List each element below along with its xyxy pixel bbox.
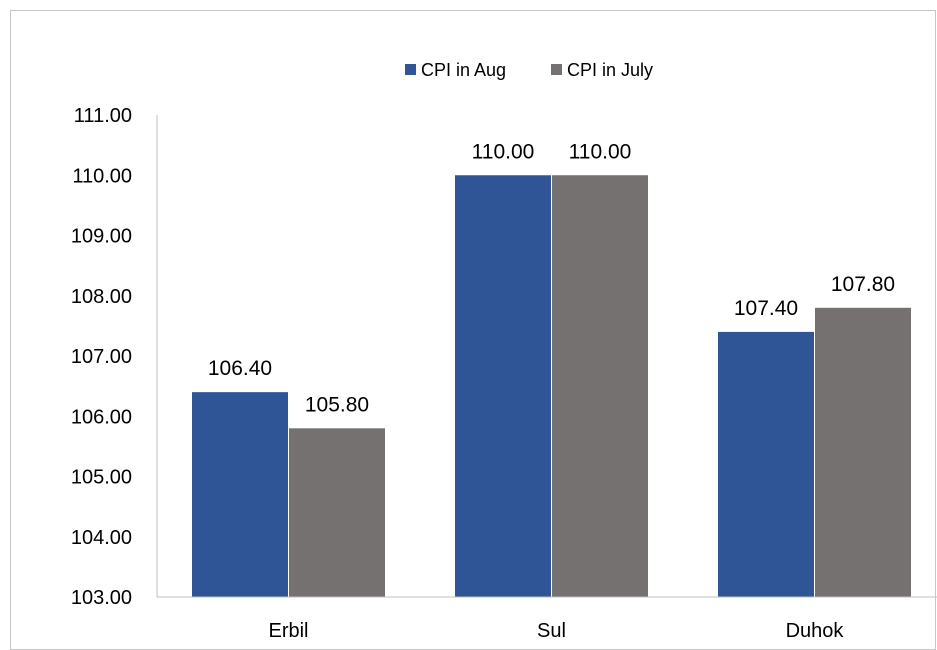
bar-sul-cpi-in-july	[552, 175, 648, 597]
data-label-erbil-cpi-in-aug: 106.40	[208, 357, 272, 380]
bar-sul-cpi-in-aug	[455, 175, 551, 597]
data-labels: 106.40 105.80 110.00 110.00 107.40 107.80	[208, 140, 895, 416]
x-tick-label-sul: Sul	[537, 620, 566, 642]
data-label-erbil-cpi-in-july: 105.80	[305, 393, 369, 416]
y-axis-tick-labels: 103.00 104.00 105.00 106.00 107.00 108.00 109.…	[71, 105, 132, 609]
y-tick-label-110-00: 110.00	[72, 165, 132, 187]
data-label-sul-cpi-in-july: 110.00	[569, 140, 632, 163]
bar-duhok-cpi-in-july	[815, 307, 911, 597]
x-tick-label-erbil: Erbil	[268, 620, 308, 642]
x-axis-tick-labels: Erbil Sul Duhok	[268, 620, 844, 642]
x-tick-label-duhok: Duhok	[786, 620, 845, 642]
y-tick-label-103-00: 103.00	[71, 587, 132, 609]
bar-erbil-cpi-in-july	[289, 428, 385, 597]
legend-label-cpi-july: CPI in July	[567, 60, 653, 80]
y-tick-label-105-00: 105.00	[71, 467, 132, 489]
bar-erbil-cpi-in-aug	[192, 392, 288, 597]
bars	[192, 175, 911, 597]
legend-swatch-cpi-aug	[405, 64, 416, 75]
y-tick-label-108-00: 108.00	[71, 286, 132, 308]
data-label-sul-cpi-in-aug: 110.00	[472, 140, 535, 163]
y-tick-label-111-00: 111.00	[74, 105, 132, 127]
data-label-duhok-cpi-in-july: 107.80	[831, 273, 895, 296]
legend-swatch-cpi-july	[551, 64, 562, 75]
y-tick-label-104-00: 104.00	[71, 527, 132, 549]
legend: CPI in Aug CPI in July	[405, 60, 653, 80]
y-tick-label-109-00: 109.00	[71, 226, 132, 248]
y-tick-label-107-00: 107.00	[71, 346, 132, 368]
bar-duhok-cpi-in-aug	[718, 331, 814, 597]
legend-label-cpi-aug: CPI in Aug	[421, 60, 506, 80]
y-tick-label-106-00: 106.00	[71, 406, 132, 428]
data-label-duhok-cpi-in-aug: 107.40	[734, 297, 798, 320]
